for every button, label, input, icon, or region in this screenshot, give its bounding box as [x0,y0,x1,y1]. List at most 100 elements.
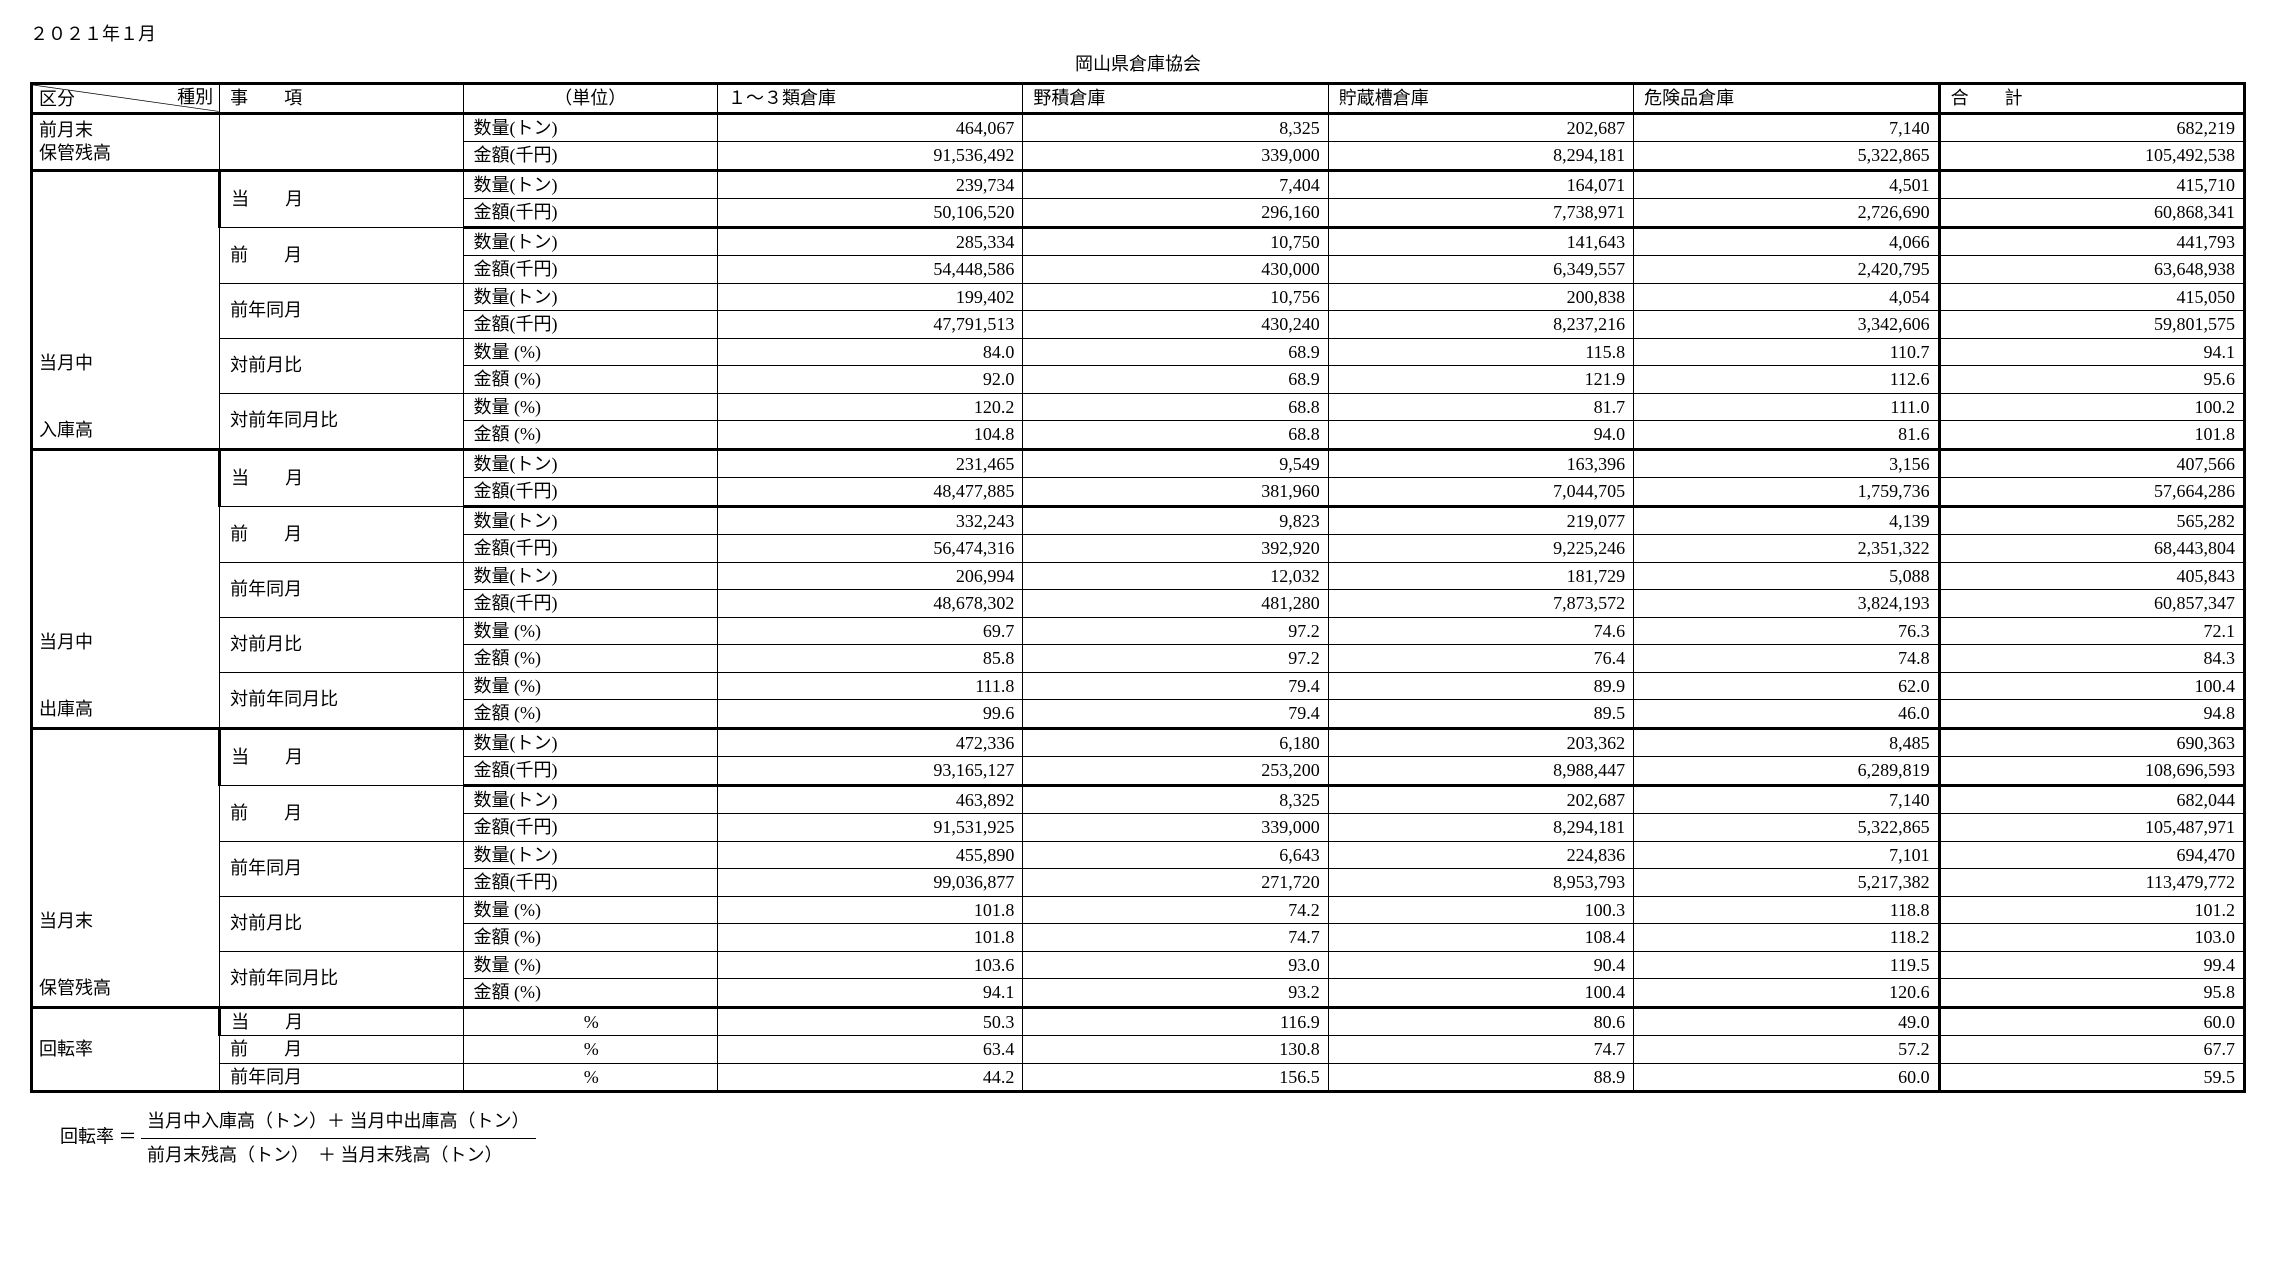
cell: 481,280 [1023,590,1328,618]
cell: 407,566 [1939,449,2244,478]
cell: 63.4 [718,1036,1023,1064]
cell: 200,838 [1328,283,1633,311]
cell: 89.9 [1328,672,1633,700]
cell: 76.3 [1634,617,1939,645]
sub-prev: 前 月 [220,506,463,562]
cell: 99.6 [718,700,1023,729]
cell: 8,953,793 [1328,869,1633,897]
report-org: 岡山県倉庫協会 [30,50,2246,76]
cat-inbound: 当月中入庫高 [32,170,220,449]
cell: 105,492,538 [1939,142,2244,171]
sub-vsprev: 対前月比 [220,896,463,951]
cat-turnover: 回転率 [32,1007,220,1092]
cell: 9,549 [1023,449,1328,478]
cell: 54,448,586 [718,256,1023,284]
unit: 数量(トン) [463,562,717,590]
cell: 69.7 [718,617,1023,645]
unit: 金額(千円) [463,142,717,171]
cell: 101.2 [1939,896,2244,924]
cell: 111.8 [718,672,1023,700]
cell: 95.8 [1939,979,2244,1008]
cell: 74.7 [1328,1036,1633,1064]
cell: 7,873,572 [1328,590,1633,618]
cell: 57,664,286 [1939,478,2244,507]
cell: 99.4 [1939,951,2244,979]
sub-cur: 当 月 [220,170,463,227]
cell: 113,479,772 [1939,869,2244,897]
cell: 97.2 [1023,617,1328,645]
cell: 74.7 [1023,924,1328,952]
cell: 115.8 [1328,338,1633,366]
cell: 239,734 [718,170,1023,199]
cell: 415,050 [1939,283,2244,311]
cell: 464,067 [718,113,1023,142]
sub-cur: 当 月 [220,1007,463,1036]
cell: 415,710 [1939,170,2244,199]
unit: 金額 (%) [463,979,717,1008]
hdr-unit: （単位） [463,84,717,114]
unit: 数量(トン) [463,841,717,869]
cell: 76.4 [1328,645,1633,673]
cell: 5,088 [1634,562,1939,590]
cell: 49.0 [1634,1007,1939,1036]
sub-vspyear: 対前年同月比 [220,672,463,728]
cell: 4,139 [1634,506,1939,535]
unit: 金額(千円) [463,757,717,786]
sub-pyear: 前年同月 [220,562,463,617]
unit: 数量 (%) [463,617,717,645]
cell: 8,988,447 [1328,757,1633,786]
sub-pyear: 前年同月 [220,1063,463,1092]
sub-vspyear: 対前年同月比 [220,393,463,449]
cell: 224,836 [1328,841,1633,869]
cell: 48,678,302 [718,590,1023,618]
sub-pyear: 前年同月 [220,283,463,338]
unit: 金額(千円) [463,199,717,228]
cell: 332,243 [718,506,1023,535]
cell: 93,165,127 [718,757,1023,786]
sub-vsprev: 対前月比 [220,338,463,393]
cell: 7,404 [1023,170,1328,199]
unit: 数量(トン) [463,449,717,478]
cell: 682,219 [1939,113,2244,142]
cell: 116.9 [1023,1007,1328,1036]
unit: 数量 (%) [463,672,717,700]
cell: 68,443,804 [1939,535,2244,563]
cell: 694,470 [1939,841,2244,869]
warehouse-stats-table: 種別 区分 事 項 （単位） １～３類倉庫 野積倉庫 貯蔵槽倉庫 危険品倉庫 合… [30,82,2246,1093]
cell: 108,696,593 [1939,757,2244,786]
unit: 数量(トン) [463,113,717,142]
unit: 金額(千円) [463,478,717,507]
cell: 8,294,181 [1328,142,1633,171]
cell: 68.9 [1023,366,1328,394]
cell: 104.8 [718,421,1023,450]
cell: 199,402 [718,283,1023,311]
cell: 430,240 [1023,311,1328,339]
cell: 95.6 [1939,366,2244,394]
hdr-col-2: 貯蔵槽倉庫 [1328,84,1633,114]
cell: 219,077 [1328,506,1633,535]
cell: 89.5 [1328,700,1633,729]
cell: 105,487,971 [1939,814,2244,842]
hdr-sub: 事 項 [220,84,463,114]
cat-endbal: 当月末保管残高 [32,728,220,1007]
cell: 2,726,690 [1634,199,1939,228]
sub-prev: 前 月 [220,785,463,841]
cell: 8,294,181 [1328,814,1633,842]
cell: 81.6 [1634,421,1939,450]
cell: 101.8 [1939,421,2244,450]
cell: 60,868,341 [1939,199,2244,228]
cell: 94.8 [1939,700,2244,729]
cell: 100.2 [1939,393,2244,421]
cell: 7,738,971 [1328,199,1633,228]
cell: 10,750 [1023,227,1328,256]
cell: 130.8 [1023,1036,1328,1064]
cell: 50.3 [718,1007,1023,1036]
cell: 7,140 [1634,113,1939,142]
cat-outbound: 当月中出庫高 [32,449,220,728]
unit: % [463,1063,717,1092]
cell: 46.0 [1634,700,1939,729]
cell: 118.8 [1634,896,1939,924]
cell: 120.6 [1634,979,1939,1008]
cell: 690,363 [1939,728,2244,757]
cell: 101.8 [718,896,1023,924]
